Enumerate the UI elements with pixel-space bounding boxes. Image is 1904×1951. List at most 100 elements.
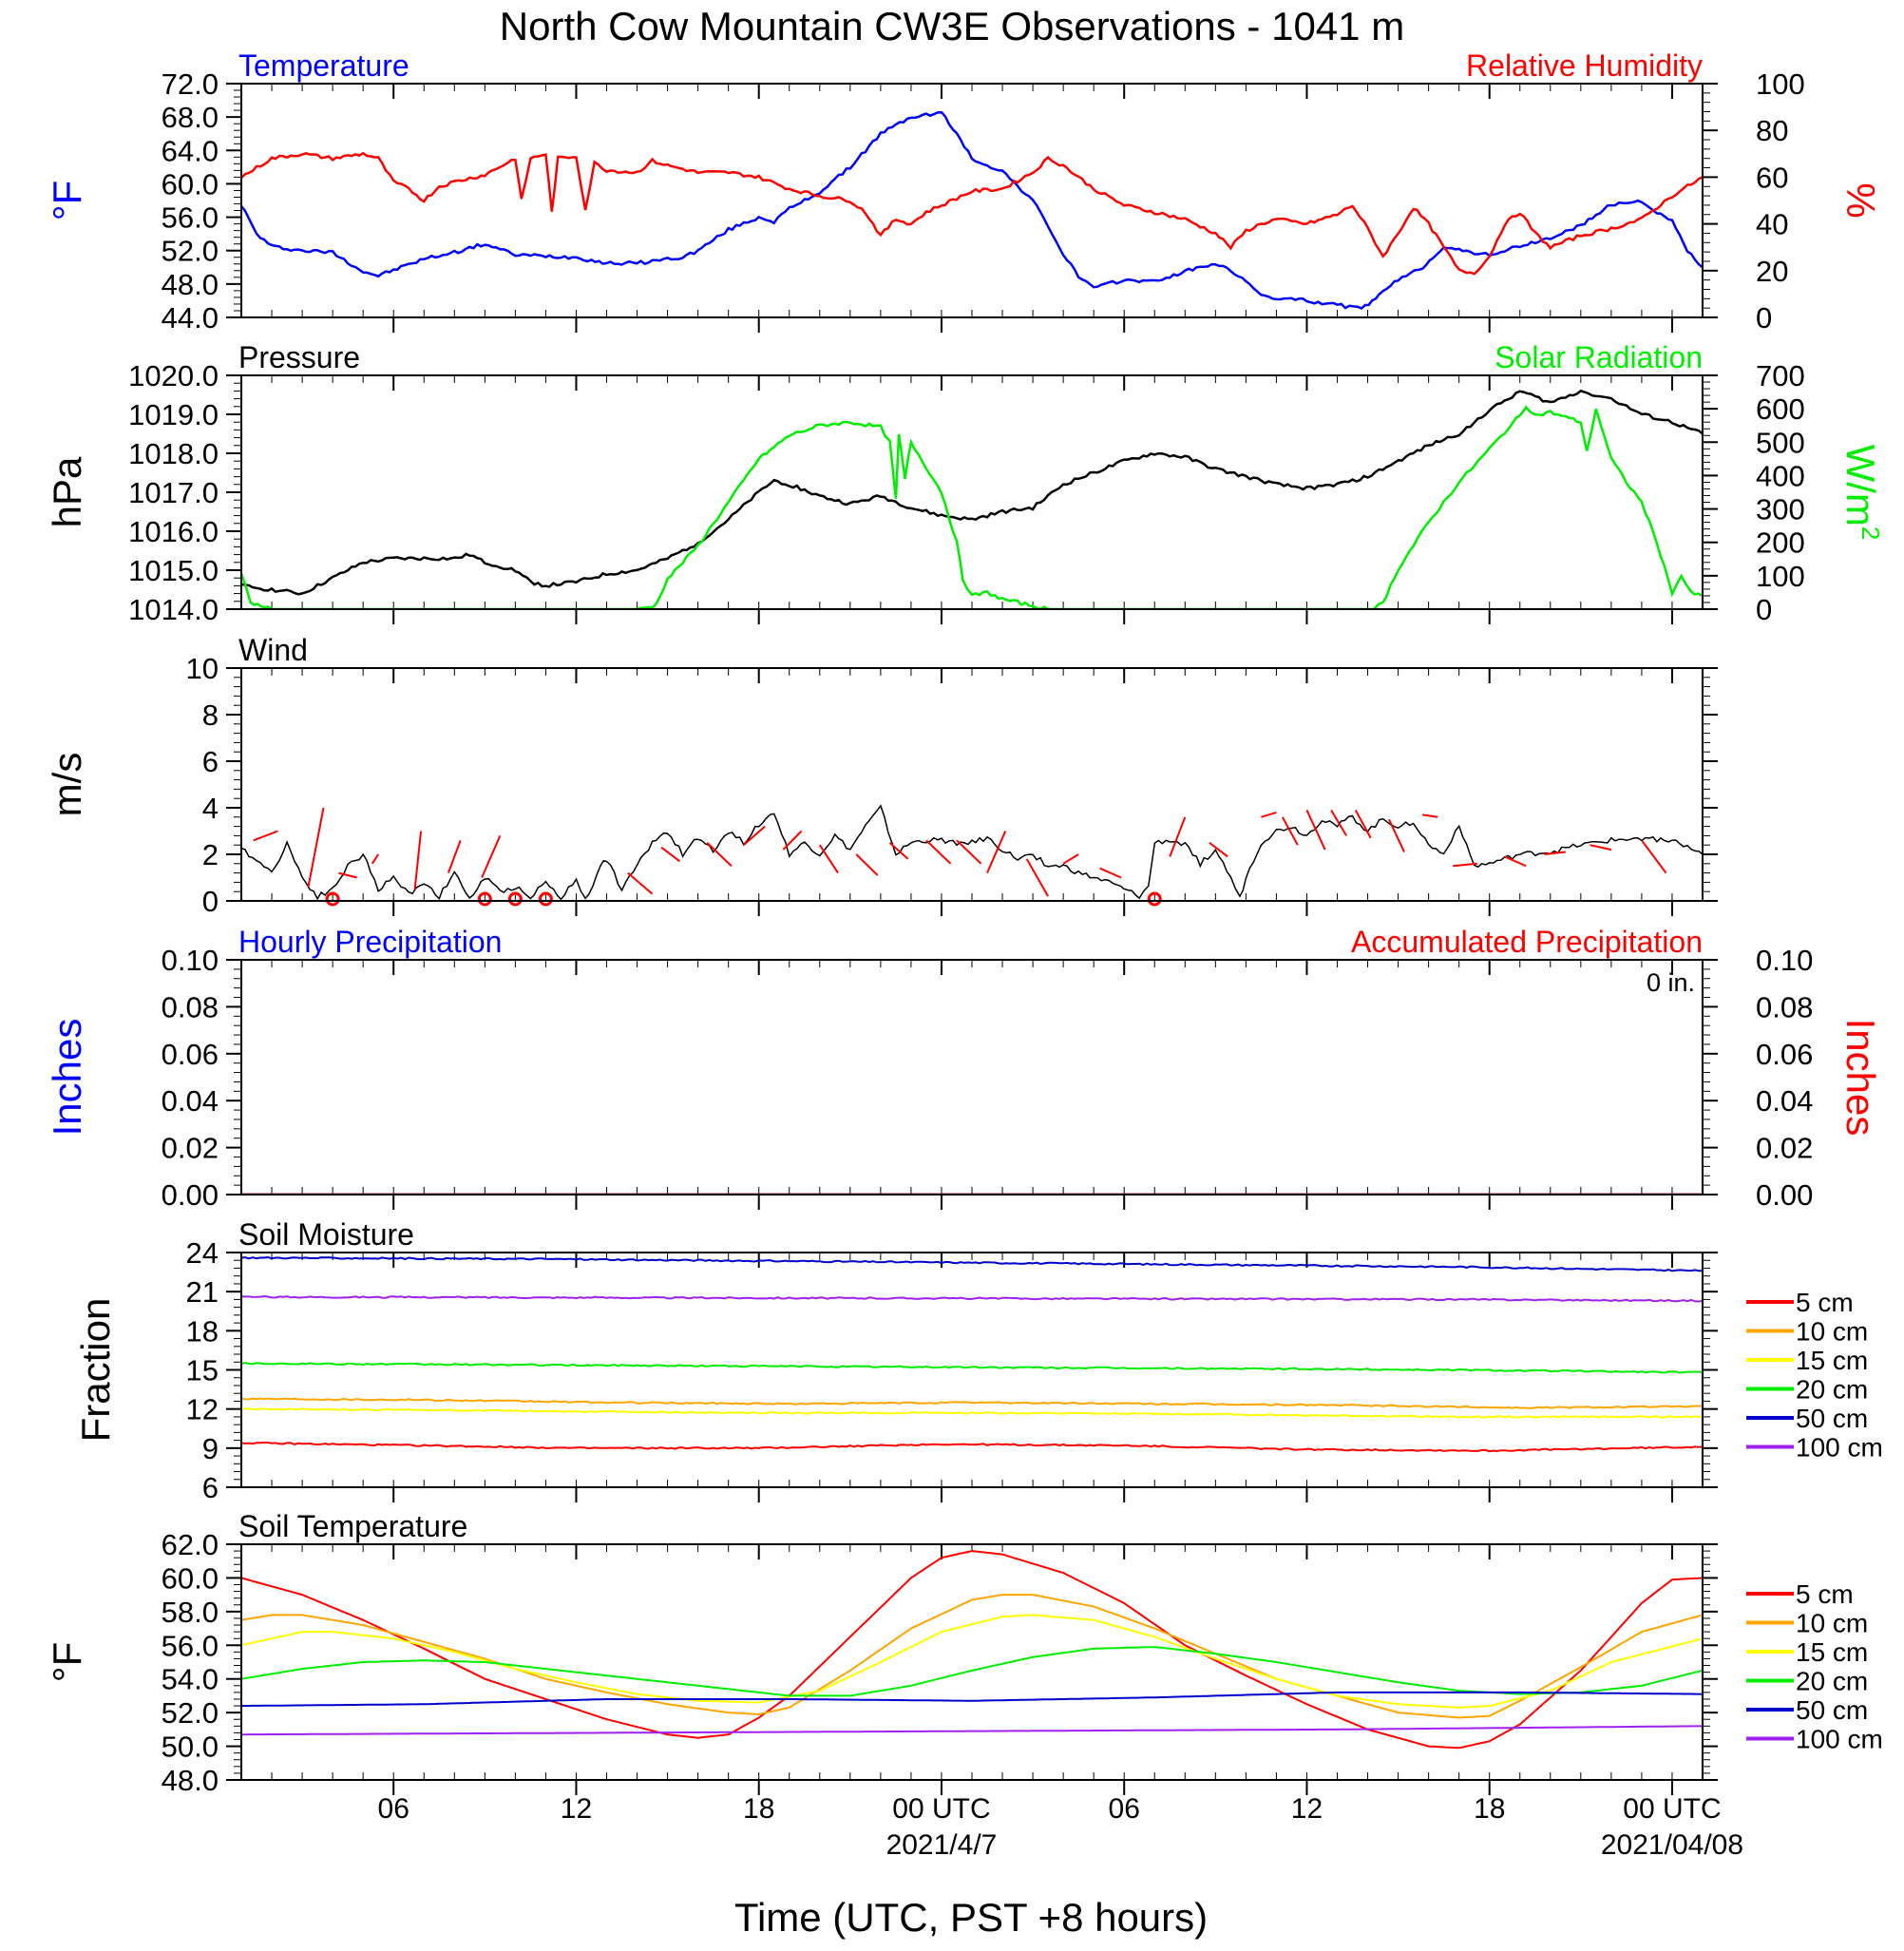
x-tick-label: 18	[743, 1793, 774, 1825]
wind-barb	[1422, 813, 1438, 818]
x-tick-label: 06	[378, 1793, 409, 1825]
legend-label: 100 cm	[1796, 1725, 1883, 1754]
figure-title: North Cow Mountain CW3E Observations - 1…	[500, 4, 1404, 48]
x-tick-label: 00 UTC	[1623, 1793, 1721, 1825]
y-right-tick-label: 700	[1756, 359, 1805, 392]
y-tick-label: 56.0	[162, 1629, 219, 1662]
wind-barb	[253, 830, 278, 842]
y-tick-label: 44.0	[162, 301, 219, 335]
y-right-tick-label: 0	[1756, 301, 1772, 335]
panels-group: 44.048.052.056.060.064.068.072.002040608…	[45, 48, 1885, 1797]
legend-label: 5 cm	[1796, 1579, 1854, 1609]
series-line-1	[241, 405, 1703, 609]
y-tick-label: 54.0	[162, 1663, 219, 1696]
y-tick-label: 1014.0	[128, 593, 219, 626]
y-tick-label: 18	[186, 1314, 219, 1348]
plot-frame	[240, 83, 1704, 318]
y-tick-label: 1016.0	[128, 515, 219, 548]
legend-label: 15 cm	[1796, 1346, 1868, 1375]
series-line-50cm	[241, 1691, 1703, 1708]
legend-label: 10 cm	[1796, 1317, 1868, 1347]
series-line-15cm	[241, 1614, 1703, 1709]
calm-wind-marker	[325, 891, 340, 907]
series-line-5cm	[241, 1442, 1703, 1453]
calm-wind-marker	[1147, 891, 1162, 907]
wind-barb	[986, 831, 1007, 873]
legend-label: 100 cm	[1796, 1433, 1883, 1463]
y-tick-label: 0.08	[162, 990, 219, 1023]
panel-left-title: Wind	[238, 633, 308, 667]
y-right-tick-label: 500	[1756, 426, 1805, 459]
y-tick-label: 24	[186, 1236, 219, 1270]
y-tick-label: 1020.0	[128, 359, 219, 392]
y-tick-label: 1015.0	[128, 554, 219, 587]
legend-label: 10 cm	[1796, 1609, 1868, 1638]
wind-barb	[1388, 818, 1405, 852]
y-tick-label: 0.06	[162, 1038, 219, 1071]
wind-barb	[1099, 867, 1122, 879]
y-axis-label: m/s	[45, 753, 89, 817]
series-line-1	[241, 151, 1703, 276]
plot-frame	[240, 959, 1704, 1195]
x-tick-label: 00 UTC	[892, 1793, 990, 1825]
y-right-tick-label: 60	[1756, 161, 1788, 194]
x-axis-label: Time (UTC, PST +8 hours)	[734, 1895, 1208, 1940]
y-tick-label: 0	[202, 885, 219, 918]
panel-6: 48.050.052.054.056.058.060.062.0 Soil Tem…	[45, 1509, 1883, 1797]
y-axis-label: Inches	[45, 1019, 89, 1137]
wind-barb	[855, 853, 879, 876]
x-tick-date: 2021/4/7	[886, 1829, 998, 1861]
wind-barb	[1261, 811, 1277, 818]
series-group	[241, 110, 1703, 310]
y-tick-label: 58.0	[162, 1596, 219, 1629]
wind-barb	[481, 835, 502, 878]
plot-frame	[240, 374, 1704, 610]
y-tick-label: 52.0	[162, 1696, 219, 1730]
wind-barb	[1209, 841, 1228, 858]
wind-barb	[627, 871, 654, 895]
y-tick-label: 10	[186, 652, 219, 685]
series-line-0	[241, 389, 1703, 596]
y-tick-label: 6	[202, 745, 219, 778]
y-right-tick-label: 600	[1756, 392, 1805, 426]
wind-barb	[1062, 853, 1079, 865]
wind-barb	[1590, 844, 1612, 851]
panel-5: 6 9 12 15 18 21 24 Soil Moisture Fraction 5 cm10 …	[73, 1217, 1883, 1504]
panel-left-title: Soil Moisture	[238, 1217, 414, 1252]
y-right-tick-label: 0.00	[1756, 1178, 1813, 1212]
series-group	[241, 804, 1703, 901]
y-tick-label: 6	[202, 1471, 219, 1504]
y-right-tick-label: 0.08	[1756, 990, 1813, 1023]
panel-right-title: Solar Radiation	[1495, 340, 1703, 374]
y-tick-label: 48.0	[162, 268, 219, 301]
y-right-tick-label: 80	[1756, 114, 1788, 147]
wind-barb	[925, 839, 952, 865]
y-tick-label: 15	[186, 1354, 219, 1387]
series-line-10cm	[241, 1397, 1703, 1409]
series-line-20cm	[241, 1362, 1703, 1374]
y-right-tick-label: 100	[1756, 560, 1805, 593]
wind-barb	[1281, 816, 1299, 846]
legend-label: 5 cm	[1796, 1288, 1854, 1317]
y-axis-right-label-superscript: 2	[1856, 526, 1885, 540]
y-tick-label: 1018.0	[128, 437, 219, 470]
wind-barb	[447, 839, 462, 873]
panel-left-title: Temperature	[238, 48, 409, 83]
y-right-tick-label: 0.06	[1756, 1038, 1813, 1071]
wind-barb	[1504, 855, 1527, 868]
y-tick-label: 68.0	[162, 101, 219, 134]
y-axis-right-label: %	[1838, 182, 1883, 218]
y-tick-label: 72.0	[162, 67, 219, 101]
x-tick-label: 12	[1291, 1793, 1323, 1825]
calm-wind-marker	[538, 891, 553, 907]
series-group	[241, 389, 1703, 609]
y-tick-label: 0.00	[162, 1178, 219, 1212]
wind-barb	[1169, 816, 1187, 857]
y-axis-label: Fraction	[73, 1298, 118, 1443]
calm-wind-marker	[477, 891, 492, 907]
series-line-5cm	[241, 1550, 1703, 1750]
series-group	[241, 1255, 1703, 1453]
accumulated-total-annotation: 0 in.	[1647, 968, 1695, 997]
wind-barb	[307, 807, 325, 888]
series-line-0	[241, 804, 1703, 901]
